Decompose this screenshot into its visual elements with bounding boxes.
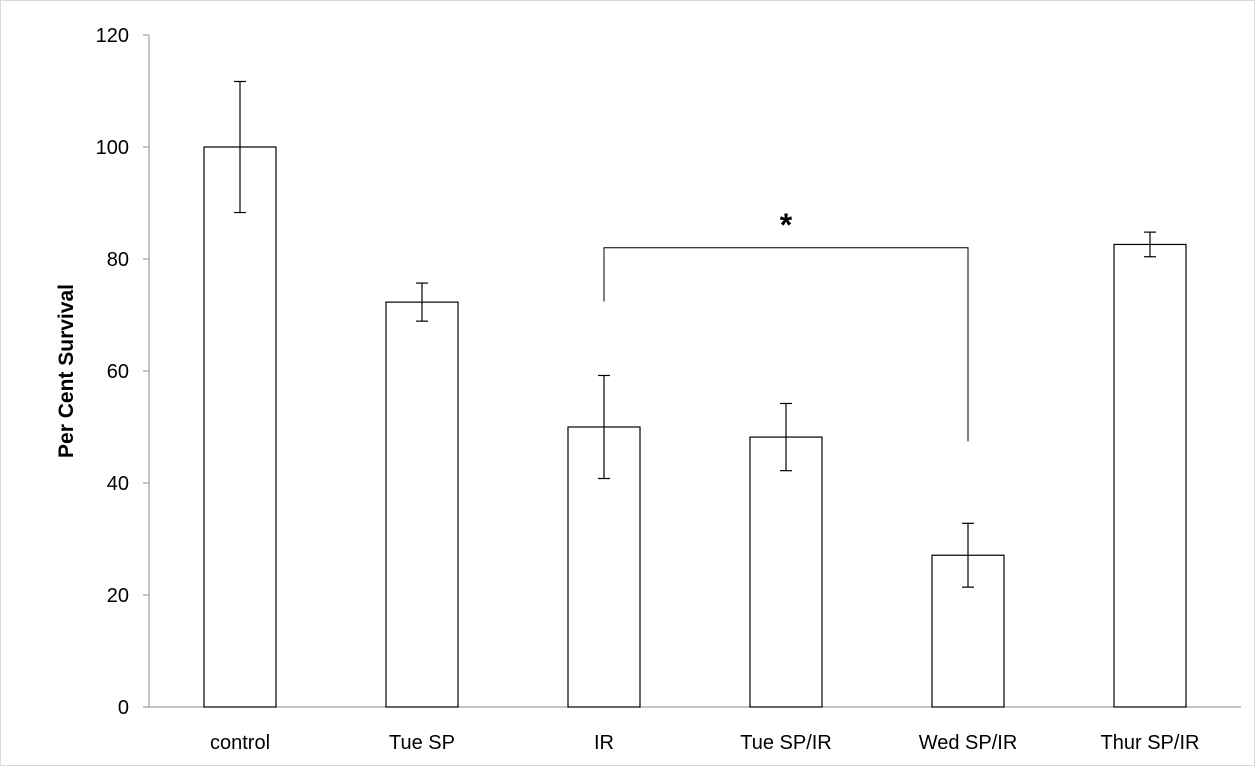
axes — [143, 34, 1241, 708]
y-axis-label: Per Cent Survival — [55, 284, 78, 458]
bar — [203, 146, 277, 708]
y-tick-label: 60 — [107, 361, 129, 383]
bar — [749, 436, 823, 708]
significance-marker: * — [780, 207, 793, 243]
x-tick-label: control — [210, 732, 270, 754]
significance-bracket — [603, 247, 969, 442]
y-tick-label: 0 — [118, 697, 129, 719]
x-tick-label: Tue SP — [389, 732, 455, 754]
x-tick-label: IR — [594, 732, 614, 754]
x-tick-label: Wed SP/IR — [919, 732, 1018, 754]
x-tick-label: Thur SP/IR — [1101, 732, 1200, 754]
error-bars — [234, 80, 1156, 588]
y-tick-label: 120 — [96, 25, 129, 47]
tick-labels: 0 20 40 60 80 100 120 control Tue SP IR Tue SP/IR W… — [96, 25, 1200, 754]
y-tick-label: 100 — [96, 137, 129, 159]
x-tick-label: Tue SP/IR — [740, 732, 832, 754]
y-tick-label: 40 — [107, 473, 129, 495]
y-tick-label: 20 — [107, 585, 129, 607]
bar — [385, 301, 459, 708]
bars — [203, 146, 1187, 708]
y-tick-label: 80 — [107, 249, 129, 271]
bar — [1113, 243, 1187, 708]
annotations: * — [603, 207, 969, 442]
